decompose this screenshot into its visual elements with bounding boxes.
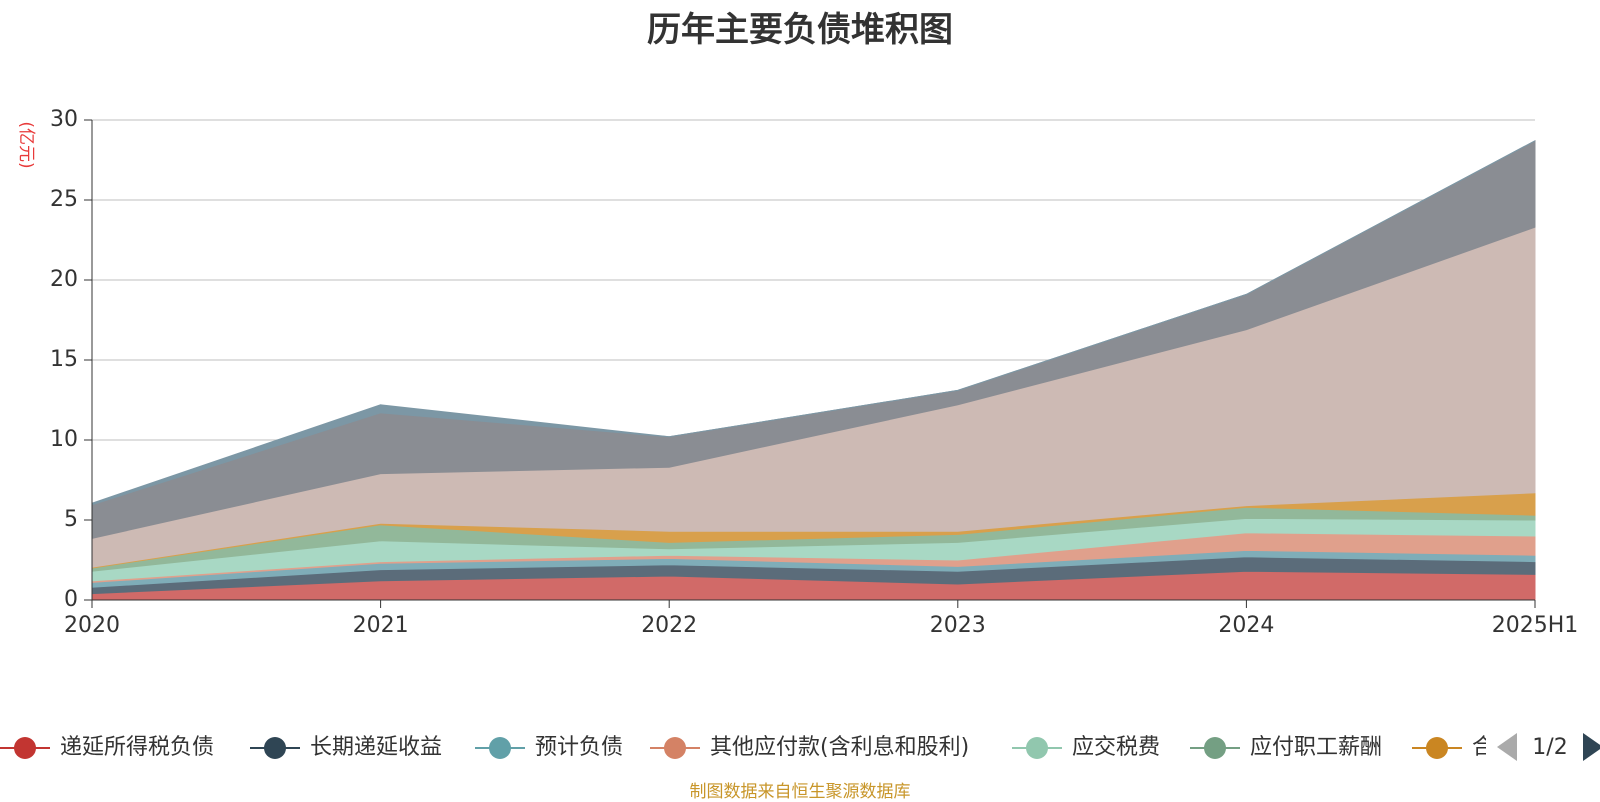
legend-label: 预计负债: [535, 735, 623, 760]
x-tick-label: 2024: [1218, 613, 1274, 638]
legend-pager: 1/2: [1497, 733, 1600, 761]
x-tick-label: 2021: [353, 613, 409, 638]
legend-marker-icon: [489, 737, 511, 759]
legend-label: 递延所得税负债: [60, 735, 214, 760]
x-tick-label: 2020: [64, 613, 120, 638]
legend-item[interactable]: 应交税费: [1012, 735, 1160, 760]
legend-label: 应付职工薪酬: [1250, 735, 1382, 760]
legend-marker-icon: [1426, 737, 1448, 759]
y-tick-label: 20: [50, 267, 78, 292]
x-tick-label: 2023: [930, 613, 986, 638]
y-tick-label: 10: [50, 427, 78, 452]
y-tick-label: 15: [50, 347, 78, 372]
y-tick-label: 0: [64, 587, 78, 612]
legend-item[interactable]: 其他应付款(含利息和股利): [650, 735, 969, 760]
y-tick-label: 5: [64, 507, 78, 532]
legend-prev-icon[interactable]: [1497, 733, 1517, 761]
legend-item[interactable]: 应付职工薪酬: [1190, 735, 1382, 760]
x-tick-label: 2025H1: [1492, 613, 1579, 638]
y-tick-label: 30: [50, 107, 78, 132]
x-tick-label: 2022: [641, 613, 697, 638]
legend-marker-icon: [264, 737, 286, 759]
legend-item[interactable]: 预计负债: [475, 735, 623, 760]
x-ticks: 2020 2021 2022 2023 2024 2025H1: [64, 600, 1578, 638]
y-axis-label: (亿元): [16, 121, 36, 168]
legend-label: 其他应付款(含利息和股利): [710, 735, 969, 760]
legend-marker-icon: [14, 737, 36, 759]
source-note: 制图数据来自恒生聚源数据库: [689, 782, 911, 802]
legend-label: 合同负债: [1472, 735, 1560, 760]
legend: 递延所得税负债 长期递延收益 预计负债 其他应付款(含利息和股利) 应交税费 应付职工薪酬…: [0, 735, 1560, 760]
area-series-group: [91, 139, 1536, 601]
y-tick-label: 25: [50, 187, 78, 212]
legend-page-indicator: 1/2: [1532, 735, 1567, 760]
legend-item[interactable]: 递延所得税负债: [0, 735, 214, 760]
chart-title: 历年主要负债堆积图: [647, 10, 953, 50]
legend-item[interactable]: 长期递延收益: [250, 735, 442, 760]
legend-next-icon[interactable]: [1583, 733, 1600, 761]
area-series-10: [91, 140, 1536, 506]
legend-label: 应交税费: [1072, 735, 1160, 760]
legend-item[interactable]: 合同负债: [1412, 735, 1560, 760]
legend-marker-icon: [1026, 737, 1048, 759]
legend-marker-icon: [1204, 737, 1226, 759]
y-ticks: 0 5 10 15 20 25 30: [50, 107, 92, 612]
legend-marker-icon: [664, 737, 686, 759]
legend-label: 长期递延收益: [310, 735, 442, 760]
